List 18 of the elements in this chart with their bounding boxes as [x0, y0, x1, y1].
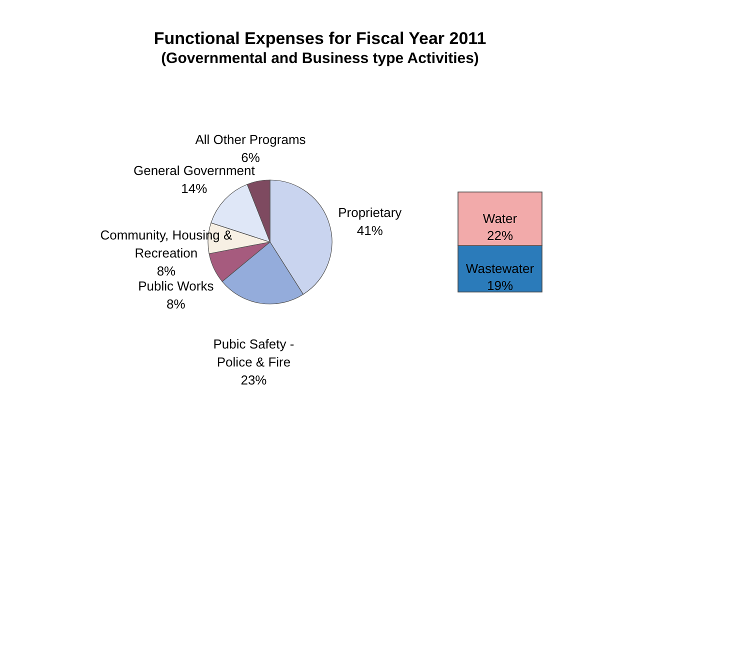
data-label: 8% — [156, 263, 176, 278]
data-label: 41% — [356, 222, 384, 238]
data-label: 23% — [240, 372, 268, 388]
chart-subtitle: (Governmental and Business type Activities) — [161, 50, 479, 67]
data-label: 19% — [486, 278, 514, 293]
chart-title: Functional Expenses for Fiscal Year 2011 — [154, 29, 486, 48]
data-label: 8% — [166, 296, 186, 312]
data-label: 14% — [181, 180, 208, 196]
series-label: Wastewater — [466, 260, 535, 276]
slice-label: All Other Programs — [195, 132, 306, 147]
data-label: 6% — [241, 150, 260, 165]
slice-label: General Government — [133, 162, 256, 178]
series-label: Water — [482, 210, 518, 226]
slice-label: Community, Housing & Recreation — [100, 227, 233, 260]
slice-label: Pubic Safety - Police & Fire — [213, 336, 294, 370]
slice-label: Proprietary — [338, 204, 402, 220]
slice-label: Public Works — [138, 278, 214, 294]
data-label: 22% — [486, 228, 514, 243]
